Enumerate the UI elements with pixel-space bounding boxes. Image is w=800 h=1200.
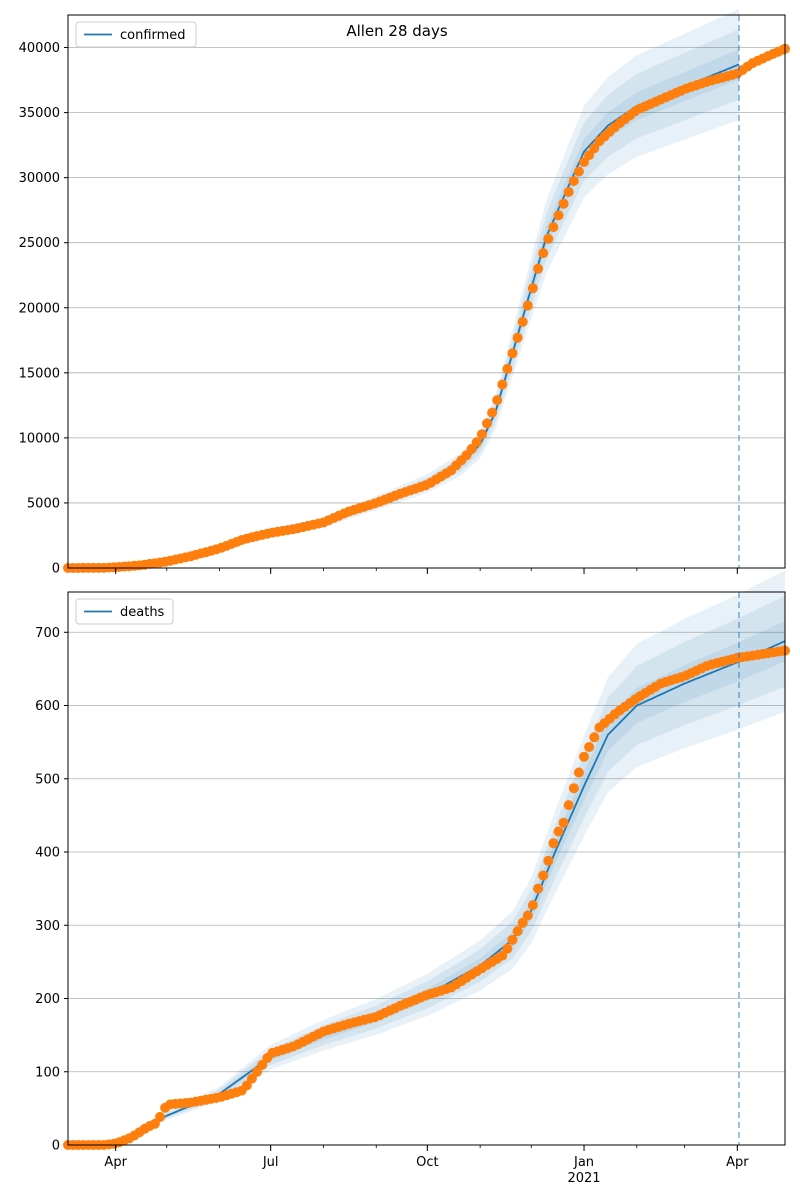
y-tick-label: 600 bbox=[35, 699, 60, 714]
y-tick-label: 20000 bbox=[19, 301, 60, 316]
y-tick-label: 35000 bbox=[19, 106, 60, 121]
y-tick-label: 10000 bbox=[19, 431, 60, 446]
observed-point bbox=[246, 1073, 257, 1084]
confirmed-panel: 0 5000 10000 15000 20000 25000 30000 35000 40000… bbox=[19, 9, 790, 577]
observed-point bbox=[257, 1059, 268, 1070]
observed-point bbox=[487, 407, 498, 418]
y-tick-label: 300 bbox=[35, 919, 60, 934]
observed-point bbox=[589, 143, 600, 154]
uncertainty-band bbox=[68, 595, 785, 1145]
observed-point bbox=[553, 210, 564, 221]
y-tick-label: 500 bbox=[35, 772, 60, 787]
y-tick-label: 700 bbox=[35, 626, 60, 641]
observed-point bbox=[252, 1066, 262, 1077]
observed-point bbox=[548, 222, 559, 233]
observed-point bbox=[579, 157, 589, 167]
y-tick-label: 30000 bbox=[19, 171, 60, 186]
observed-point bbox=[149, 1118, 160, 1129]
x-tick-label: Apr bbox=[726, 1155, 749, 1170]
uncertainty-band bbox=[68, 9, 739, 569]
observed-point bbox=[497, 379, 508, 390]
observed-point bbox=[584, 150, 595, 161]
chart-title: Allen 28 days bbox=[346, 22, 448, 40]
observed-point bbox=[579, 751, 589, 762]
y-tick-label: 0 bbox=[52, 562, 60, 577]
legend-label: confirmed bbox=[120, 28, 186, 43]
observed-point bbox=[502, 363, 513, 374]
observed-point bbox=[533, 883, 544, 894]
y-tick-label: 5000 bbox=[27, 496, 60, 511]
observed-point bbox=[584, 742, 595, 752]
observed-point bbox=[543, 855, 554, 866]
observed-point bbox=[241, 1080, 252, 1091]
observed-point bbox=[492, 395, 503, 406]
observed-point bbox=[548, 838, 559, 849]
observed-point bbox=[476, 429, 487, 440]
legend-box bbox=[75, 21, 197, 48]
uncertainty-band bbox=[68, 29, 739, 568]
observed-point bbox=[502, 943, 513, 954]
observed-point bbox=[568, 176, 579, 186]
y-tick-label: 0 bbox=[52, 1139, 60, 1154]
observed-point bbox=[568, 783, 579, 794]
observed-point bbox=[517, 316, 528, 327]
legend: deaths bbox=[75, 598, 174, 625]
observed-point bbox=[558, 817, 569, 828]
legend-label: deaths bbox=[120, 605, 165, 620]
observed-point bbox=[527, 283, 538, 294]
x-tick-label: Jul bbox=[262, 1155, 279, 1170]
observed-point bbox=[563, 187, 574, 197]
observed-point bbox=[512, 926, 523, 937]
observed-point bbox=[527, 900, 538, 911]
uncertainty-band bbox=[68, 620, 785, 1145]
observed-point bbox=[553, 826, 564, 837]
observed-point bbox=[573, 767, 584, 778]
y-tick-label: 25000 bbox=[19, 236, 60, 251]
plot-frame bbox=[67, 14, 786, 569]
y-tick-label: 100 bbox=[35, 1065, 60, 1080]
observed-point bbox=[497, 950, 508, 961]
y-tick-label: 400 bbox=[35, 846, 60, 861]
observed-point bbox=[507, 934, 518, 945]
observed-point bbox=[507, 348, 518, 359]
observed-point bbox=[482, 418, 492, 429]
observed-point bbox=[589, 732, 600, 743]
observed-point bbox=[563, 800, 574, 811]
legend-box bbox=[75, 598, 174, 625]
legend: confirmed bbox=[75, 21, 197, 48]
observed-point bbox=[543, 233, 554, 244]
observed-point bbox=[533, 263, 544, 274]
x-tick-label: Jan bbox=[573, 1155, 594, 1170]
observed-point bbox=[573, 166, 584, 177]
x-tick-sublabel: 2021 bbox=[567, 1171, 600, 1186]
plot-frame bbox=[67, 591, 786, 1146]
y-tick-label: 200 bbox=[35, 992, 60, 1007]
x-tick-label: Oct bbox=[416, 1155, 438, 1170]
observed-point bbox=[517, 917, 528, 928]
observed-point bbox=[471, 437, 482, 448]
observed-point bbox=[522, 910, 533, 921]
observed-point bbox=[155, 1111, 165, 1122]
y-tick-label: 15000 bbox=[19, 366, 60, 381]
x-tick-label: Apr bbox=[104, 1155, 127, 1170]
observed-point bbox=[512, 332, 523, 343]
uncertainty-band bbox=[68, 570, 785, 1145]
observed-point bbox=[538, 870, 549, 881]
observed-point bbox=[538, 248, 549, 259]
observed-point bbox=[558, 198, 569, 209]
y-tick-label: 40000 bbox=[19, 41, 60, 56]
observed-point bbox=[522, 300, 533, 311]
